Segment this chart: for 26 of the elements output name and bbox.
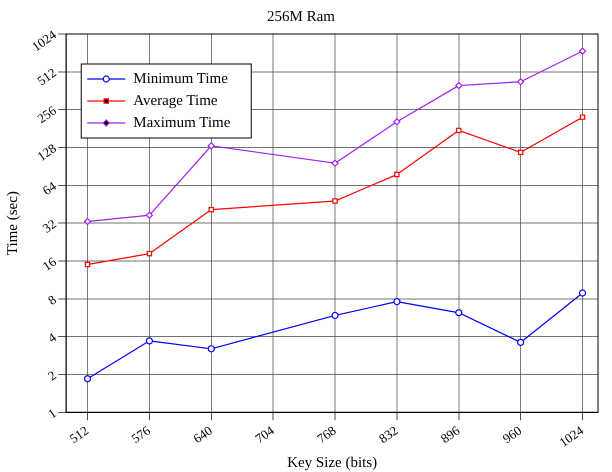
x-tick-label: 960 — [500, 422, 524, 446]
y-tick-label: 16 — [40, 254, 60, 274]
y-tick-label: 8 — [45, 292, 59, 308]
x-tick-label: 896 — [438, 422, 463, 446]
x-tick-label: 1024 — [556, 422, 587, 450]
y-tick-label: 1024 — [29, 26, 60, 54]
chart-title: 256M Ram — [267, 8, 336, 25]
y-tick-label: 64 — [40, 178, 60, 198]
y-tick-label: 1 — [45, 405, 59, 422]
y-tick-label: 2 — [45, 367, 59, 384]
y-tick-label: 256 — [34, 102, 60, 126]
y-tick-label: 4 — [45, 329, 60, 346]
legend-label: Minimum Time — [133, 70, 228, 87]
legend-label: Maximum Time — [133, 114, 231, 131]
x-tick-label: 576 — [128, 422, 154, 446]
x-tick-label: 768 — [314, 422, 339, 446]
x-tick-label: 832 — [376, 422, 401, 446]
y-tick-label: 32 — [40, 216, 59, 236]
legend-label: Average Time — [133, 92, 218, 109]
y-tick-label: 512 — [34, 64, 59, 88]
x-axis-title: Key Size (bits) — [287, 454, 378, 471]
x-tick-label: 512 — [66, 422, 92, 446]
x-tick-label: 640 — [190, 422, 215, 446]
x-tick-label: 704 — [252, 422, 278, 446]
y-axis-title: Time (sec) — [4, 191, 21, 256]
y-tick-label: 128 — [34, 140, 59, 164]
